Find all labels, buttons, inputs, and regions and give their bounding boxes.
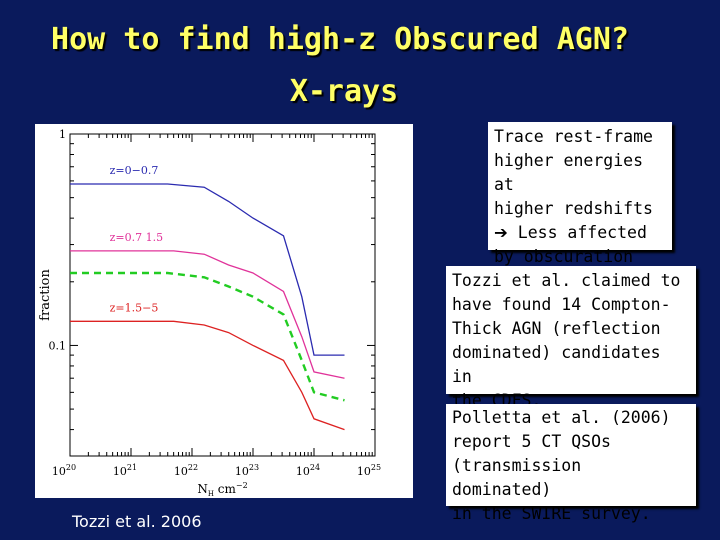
box3-line4: in the SWIRE survey. bbox=[452, 504, 651, 523]
figure-credit: Tozzi et al. 2006 bbox=[72, 512, 202, 531]
box1-line2: higher energies at bbox=[494, 151, 644, 194]
chart-panel: 1020 1021 1022 1023 1024 1025 1 0.1 fraction NH c… bbox=[35, 124, 413, 498]
box3-line3: (transmission dominated) bbox=[452, 456, 582, 499]
box1-line4-text: Less affected bbox=[517, 223, 647, 242]
x-tick-label: 1022 bbox=[174, 463, 198, 478]
y-axis-label: fraction bbox=[38, 269, 53, 321]
box2-line1: Tozzi et al. claimed to bbox=[452, 271, 681, 290]
x-tick-label: 1025 bbox=[357, 463, 381, 478]
slide-title-line1: How to find high-z Obscured AGN? bbox=[51, 22, 629, 57]
x-tick-label: 1024 bbox=[296, 463, 320, 478]
x-axis-label: NH cm−2 bbox=[197, 481, 247, 498]
box1-line5: by obscuration bbox=[494, 247, 634, 266]
textbox-rest-frame: Trace rest-frame higher energies at high… bbox=[488, 122, 672, 266]
x-tick-label: 1020 bbox=[52, 463, 76, 478]
series-line-3 bbox=[70, 320, 345, 431]
right-arrow-icon: ➔ bbox=[494, 223, 508, 242]
box1-line3: higher redshifts bbox=[494, 199, 653, 218]
x-tick-label: 1021 bbox=[113, 463, 137, 478]
series-annotation-1: z=0.7 1.5 bbox=[110, 231, 163, 244]
y-tick-label: 1 bbox=[59, 128, 66, 141]
plot-frame bbox=[69, 133, 376, 457]
box2-line3: Thick AGN (reflection bbox=[452, 319, 661, 338]
box3-line2: report 5 CT QSOs bbox=[452, 432, 611, 451]
chart: 1020 1021 1022 1023 1024 1025 1 0.1 fraction NH c… bbox=[38, 128, 381, 498]
box1-line1: Trace rest-frame bbox=[494, 127, 653, 146]
series-annotation-0: z=0−0.7 bbox=[110, 164, 159, 177]
box3-line1: Polletta et al. (2006) bbox=[452, 408, 671, 427]
series-line-0 bbox=[70, 183, 345, 356]
y-tick-label: 0.1 bbox=[49, 339, 67, 352]
textbox-polletta: Polletta et al. (2006) report 5 CT QSOs … bbox=[446, 404, 696, 523]
box2-line2: have found 14 Compton- bbox=[452, 295, 671, 314]
x-tick-label: 1023 bbox=[235, 463, 259, 478]
box2-line4: dominated) candidates in bbox=[452, 343, 661, 386]
series-line-2 bbox=[70, 271, 345, 402]
slide-title-line2: X-rays bbox=[289, 74, 399, 109]
box1-line4: ➔ Less affected bbox=[494, 221, 666, 245]
textbox-tozzi: Tozzi et al. claimed to have found 14 Co… bbox=[446, 266, 696, 410]
series-annotation-2: z=1.5−5 bbox=[110, 301, 159, 314]
series-line-1 bbox=[70, 250, 345, 379]
